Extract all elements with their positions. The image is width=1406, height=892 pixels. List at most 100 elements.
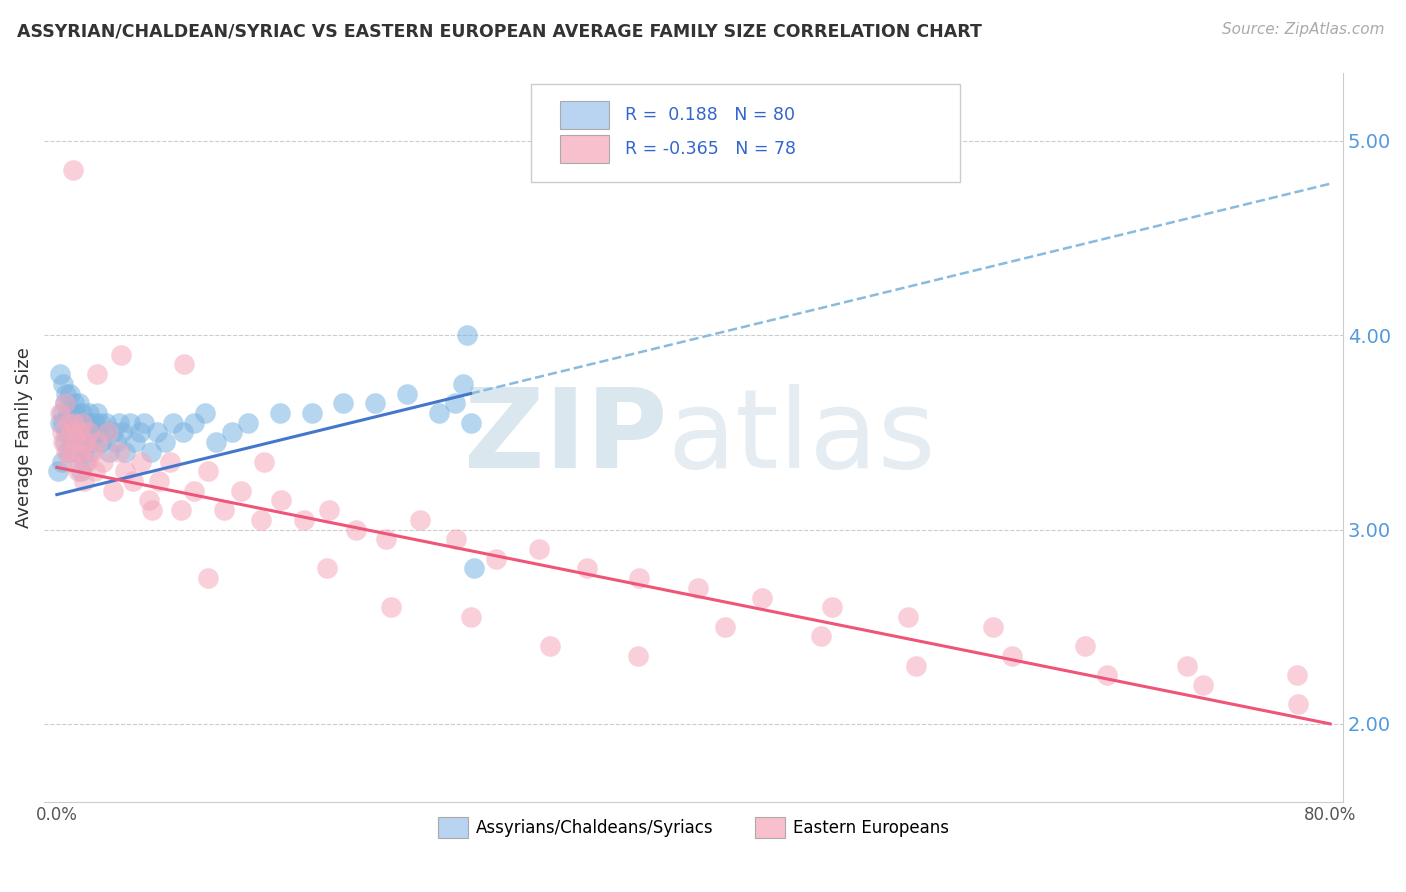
- Point: [86, 406, 108, 420]
- Point: [75, 435, 97, 450]
- Point: [463, 561, 485, 575]
- Point: [55, 445, 77, 459]
- Point: [456, 328, 478, 343]
- Point: [75, 435, 97, 450]
- Legend: Assyrians/Chaldeans/Syriacs, Eastern Europeans: Assyrians/Chaldeans/Syriacs, Eastern Eur…: [430, 811, 956, 844]
- Point: [110, 348, 132, 362]
- Point: [56, 445, 79, 459]
- Point: [65, 435, 87, 450]
- Point: [86, 367, 108, 381]
- Point: [249, 513, 271, 527]
- Point: [76, 454, 98, 468]
- Point: [101, 425, 124, 440]
- Point: [451, 376, 474, 391]
- Point: [91, 454, 114, 468]
- Point: [129, 454, 152, 468]
- Point: [375, 533, 398, 547]
- Point: [122, 474, 145, 488]
- Point: [75, 454, 97, 468]
- Point: [96, 416, 118, 430]
- Point: [751, 591, 773, 605]
- Point: [63, 416, 86, 430]
- Point: [58, 386, 80, 401]
- Point: [55, 425, 77, 440]
- Point: [63, 416, 86, 430]
- Point: [51, 425, 73, 440]
- Point: [460, 610, 482, 624]
- Point: [67, 425, 90, 440]
- Point: [395, 386, 418, 401]
- Point: [212, 503, 235, 517]
- Point: [62, 425, 84, 440]
- Point: [65, 406, 87, 420]
- Point: [82, 435, 104, 450]
- Text: Source: ZipAtlas.com: Source: ZipAtlas.com: [1222, 22, 1385, 37]
- Point: [67, 396, 90, 410]
- Point: [301, 406, 323, 420]
- Point: [51, 454, 73, 468]
- Point: [48, 464, 70, 478]
- Point: [60, 406, 83, 420]
- Point: [1001, 648, 1024, 663]
- Point: [104, 435, 127, 450]
- Point: [1175, 658, 1198, 673]
- Point: [292, 513, 315, 527]
- Point: [231, 483, 253, 498]
- Point: [905, 658, 928, 673]
- Point: [84, 416, 107, 430]
- Point: [69, 435, 91, 450]
- Point: [72, 416, 94, 430]
- Point: [97, 425, 120, 440]
- Point: [269, 406, 291, 420]
- Text: R = -0.365   N = 78: R = -0.365 N = 78: [624, 140, 796, 158]
- Point: [183, 416, 205, 430]
- Point: [183, 483, 205, 498]
- Point: [1191, 678, 1213, 692]
- Point: [221, 425, 243, 440]
- Point: [73, 445, 96, 459]
- Point: [628, 571, 651, 585]
- Point: [139, 445, 162, 459]
- Point: [60, 435, 83, 450]
- FancyBboxPatch shape: [531, 84, 960, 182]
- Point: [52, 435, 75, 450]
- Point: [114, 445, 136, 459]
- Point: [72, 406, 94, 420]
- Point: [89, 416, 111, 430]
- Text: ZIP: ZIP: [464, 384, 668, 491]
- Point: [63, 396, 86, 410]
- Point: [66, 464, 89, 478]
- Text: atlas: atlas: [668, 384, 936, 491]
- Text: R =  0.188   N = 80: R = 0.188 N = 80: [624, 106, 794, 124]
- Point: [821, 600, 844, 615]
- Point: [69, 445, 91, 459]
- Point: [62, 163, 84, 178]
- Point: [1074, 639, 1097, 653]
- Point: [51, 406, 73, 420]
- Point: [714, 620, 737, 634]
- Point: [443, 396, 465, 410]
- Point: [575, 561, 598, 575]
- Point: [810, 629, 832, 643]
- Point: [128, 425, 150, 440]
- Point: [65, 435, 87, 450]
- Point: [1097, 668, 1119, 682]
- Point: [1285, 668, 1308, 682]
- Point: [527, 541, 550, 556]
- Point: [77, 406, 100, 420]
- Point: [141, 503, 163, 517]
- Point: [52, 416, 75, 430]
- Text: ASSYRIAN/CHALDEAN/SYRIAC VS EASTERN EUROPEAN AVERAGE FAMILY SIZE CORRELATION CHA: ASSYRIAN/CHALDEAN/SYRIAC VS EASTERN EURO…: [17, 22, 981, 40]
- Point: [80, 425, 103, 440]
- Point: [101, 483, 124, 498]
- Point: [153, 435, 176, 450]
- Point: [197, 464, 219, 478]
- Point: [205, 435, 228, 450]
- Point: [316, 561, 339, 575]
- Point: [55, 386, 77, 401]
- Bar: [560, 102, 609, 129]
- Point: [485, 551, 508, 566]
- Point: [981, 620, 1004, 634]
- Point: [332, 396, 354, 410]
- Point: [93, 425, 115, 440]
